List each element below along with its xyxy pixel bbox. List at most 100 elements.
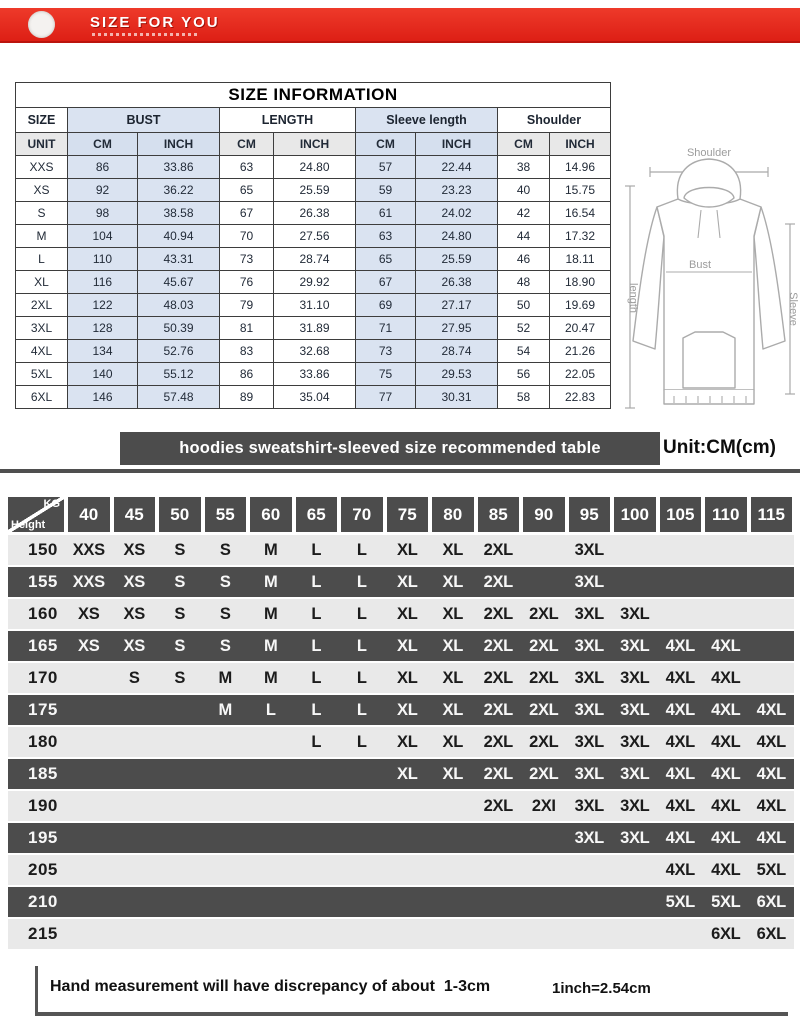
weight-header-cell: 70 xyxy=(341,497,383,532)
shoulder-inch-cell: 21.26 xyxy=(548,339,612,363)
bust-inch-cell: 36.22 xyxy=(137,178,220,202)
bust-cm-cell: 122 xyxy=(67,293,138,317)
bust-inch-cell: 45.67 xyxy=(137,270,220,294)
length-inch-cell: 28.74 xyxy=(273,247,356,271)
height-row: 190 2XL 2XI 3XL 3XL 4XL 4XL 4XL xyxy=(8,791,794,821)
sleeve-inch-cell: 29.53 xyxy=(415,362,498,386)
size-table-row: XL 116 45.67 76 29.92 67 26.38 48 18.90 xyxy=(15,270,612,294)
size-cell: 5XL xyxy=(665,892,696,911)
size-cell: 4XL xyxy=(756,796,787,815)
size-table-row: 2XL 122 48.03 79 31.10 69 27.17 50 19.69 xyxy=(15,293,612,317)
sleeve-inch-cell: 23.23 xyxy=(415,178,498,202)
size-cell: S xyxy=(174,540,186,559)
shoulder-inch-cell: 22.05 xyxy=(548,362,612,386)
col-header-size: SIZE xyxy=(15,107,68,133)
size-cell: 5XL xyxy=(711,892,741,911)
size-cell: S xyxy=(219,604,231,623)
col-header-bust: BUST xyxy=(67,107,220,133)
shoulder-cm-cell: 50 xyxy=(497,293,550,317)
sleeve-cm-cell: 59 xyxy=(355,178,416,202)
size-cell: 2XL xyxy=(483,636,514,655)
size-cell: L xyxy=(265,700,276,719)
size-cell: 4XL xyxy=(665,764,696,783)
sleeve-inch-cell: 24.02 xyxy=(415,201,498,225)
kg-height-corner-cell: KG Height xyxy=(8,497,64,532)
height-row: 185 XL XL 2XL 2XL 3XL 3XL 4XL 4XL 4XL xyxy=(8,759,794,789)
size-cell: 3XL xyxy=(574,540,605,559)
size-table-row: 4XL 134 52.76 83 32.68 73 28.74 54 21.26 xyxy=(15,339,612,363)
size-cell: XS xyxy=(123,540,146,559)
height-label: 205 xyxy=(28,860,58,879)
size-cell: XL xyxy=(397,700,418,719)
size-cell: XL xyxy=(397,764,418,783)
size-label-cell: L xyxy=(15,247,68,271)
height-row: 210 5XL 5XL 6XL xyxy=(8,887,794,917)
size-cell: L xyxy=(311,700,322,719)
size-cell: 4XL xyxy=(665,828,696,847)
size-cell: XL xyxy=(397,604,418,623)
shoulder-cm-cell: 46 xyxy=(497,247,550,271)
height-row: 175 M L L L XL XL 2XL 2XL 3XL 3XL 4XL 4X… xyxy=(8,695,794,725)
size-cell: 4XL xyxy=(756,828,787,847)
size-cell: 3XL xyxy=(620,700,650,719)
size-cell: M xyxy=(264,668,278,687)
size-label-cell: 3XL xyxy=(15,316,68,340)
size-table-title-row: SIZE INFORMATION xyxy=(14,82,612,108)
size-table-group-header-row: SIZE BUST LENGTH Sleeve length Shoulder xyxy=(15,107,612,133)
size-cell: XL xyxy=(442,636,464,655)
size-cell: L xyxy=(311,732,322,751)
shoulder-inch-cell: 22.83 xyxy=(548,385,612,409)
size-cell: L xyxy=(311,668,322,687)
bust-inch-cell: 48.03 xyxy=(137,293,220,317)
length-cm-cell: 65 xyxy=(219,178,274,202)
weight-header-cell: 105 xyxy=(659,497,701,532)
size-cell: 2XL xyxy=(529,604,559,623)
size-cell: 4XL xyxy=(665,668,696,687)
unit-label: UNIT xyxy=(15,132,68,156)
size-cell: 4XL xyxy=(711,732,741,751)
sleeve-cm-cell: 61 xyxy=(355,201,416,225)
brand-banner: SIZE FOR YOU xyxy=(0,8,800,43)
hoodie-outline xyxy=(632,158,786,405)
height-label: 155 xyxy=(28,572,58,591)
size-cell: L xyxy=(311,540,322,559)
size-cell: XS xyxy=(78,636,100,655)
length-inch-cell: 24.80 xyxy=(273,155,356,179)
shoulder-cm-cell: 54 xyxy=(497,339,550,363)
size-cell: S xyxy=(219,572,231,591)
size-cell: S xyxy=(219,636,231,655)
size-cell: 2XL xyxy=(483,764,514,783)
size-cell: 3XL xyxy=(620,796,650,815)
size-cell: M xyxy=(264,540,278,559)
weight-header-cell: 75 xyxy=(386,497,428,532)
shoulder-inch-cell: 18.11 xyxy=(548,247,612,271)
size-cell: M xyxy=(264,604,278,623)
size-cell: 3XL xyxy=(574,636,605,655)
height-label: 150 xyxy=(28,540,58,559)
size-table-unit-row: UNIT CM INCH CM INCH CM INCH CM INCH xyxy=(15,132,612,156)
weight-header-cell: 85 xyxy=(477,497,519,532)
sleeve-cm-cell: 65 xyxy=(355,247,416,271)
size-table-title: SIZE INFORMATION xyxy=(14,82,612,108)
sleeve-cm-cell: 63 xyxy=(355,224,416,248)
height-label: 190 xyxy=(28,796,58,815)
size-cell: XS xyxy=(123,604,146,623)
size-cell: S xyxy=(219,540,231,559)
brand-circle-icon xyxy=(28,11,55,38)
size-cell: 2XL xyxy=(483,700,514,719)
weight-header-cell: 95 xyxy=(568,497,610,532)
size-cell: 3XL xyxy=(620,636,650,655)
height-label: 195 xyxy=(28,828,58,847)
length-inch-cell: 26.38 xyxy=(273,201,356,225)
weight-header-cell: 50 xyxy=(159,497,201,532)
hoodie-measurement-diagram: Shoulder length Sleeve Bust xyxy=(625,147,798,409)
length-cm-cell: 70 xyxy=(219,224,274,248)
weight-header-cell: 115 xyxy=(750,497,792,532)
sleeve-dim-label: Sleeve xyxy=(787,292,798,326)
size-cell: XL xyxy=(397,732,418,751)
length-cm-cell: 73 xyxy=(219,247,274,271)
size-label-cell: 5XL xyxy=(15,362,68,386)
size-cell: 6XL xyxy=(711,924,741,943)
size-cell: S xyxy=(174,604,186,623)
length-inch-cell: 31.89 xyxy=(273,316,356,340)
